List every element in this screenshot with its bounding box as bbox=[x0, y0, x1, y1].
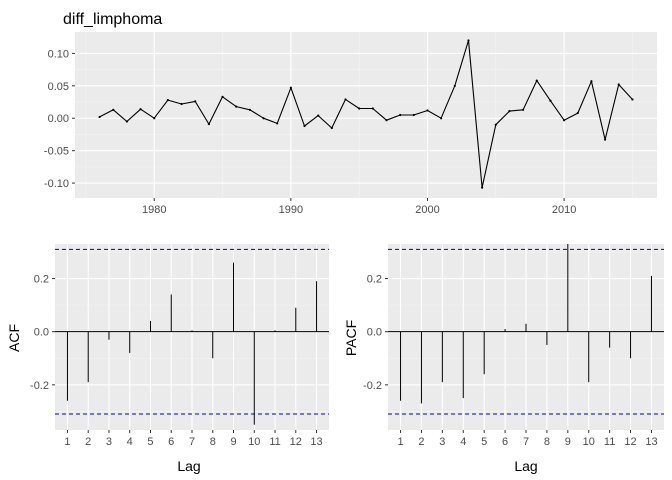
data-point bbox=[617, 83, 620, 86]
acf-lag-tick-label: 11 bbox=[269, 436, 280, 448]
pacf-lag-tick-label: 9 bbox=[565, 436, 571, 448]
acf-lag-tick-label: 9 bbox=[230, 436, 236, 448]
data-point bbox=[412, 113, 415, 117]
pacf-y-tick-label: -0.2 bbox=[363, 380, 382, 392]
data-point bbox=[453, 84, 456, 87]
data-point bbox=[98, 115, 101, 119]
data-point bbox=[153, 117, 156, 120]
data-point bbox=[125, 120, 129, 123]
acf-y-axis-label: ACF bbox=[6, 324, 22, 352]
data-point bbox=[631, 98, 634, 101]
data-point bbox=[481, 186, 484, 189]
data-point bbox=[303, 124, 306, 128]
data-point bbox=[508, 110, 511, 113]
acf-lag-tick-label: 10 bbox=[248, 436, 260, 448]
pacf-lag-tick-label: 10 bbox=[583, 436, 595, 448]
data-point bbox=[399, 113, 402, 117]
pacf-lag-tick-label: 12 bbox=[624, 436, 636, 448]
pacf-lag-tick-label: 11 bbox=[604, 436, 615, 448]
acf-x-axis-label: Lag bbox=[177, 458, 200, 474]
x-tick-label: 2010 bbox=[552, 204, 576, 216]
x-tick-label: 1980 bbox=[142, 204, 166, 216]
data-point bbox=[440, 117, 443, 120]
data-point bbox=[112, 108, 115, 111]
data-point bbox=[576, 111, 579, 115]
pacf-lag-tick-label: 4 bbox=[460, 436, 466, 448]
acf-y-tick-label: 0.2 bbox=[34, 274, 49, 286]
data-point bbox=[207, 122, 210, 126]
y-tick-label: -0.10 bbox=[44, 178, 69, 190]
pacf-y-axis-label: PACF bbox=[343, 320, 359, 356]
data-point bbox=[549, 99, 552, 102]
acf-lag-tick-label: 3 bbox=[106, 436, 112, 448]
data-point bbox=[385, 119, 388, 122]
acf-lag-tick-label: 8 bbox=[210, 436, 216, 448]
pacf-lag-tick-label: 13 bbox=[645, 436, 657, 448]
data-point bbox=[139, 108, 142, 111]
data-point bbox=[562, 119, 566, 122]
acf-lag-tick-label: 13 bbox=[310, 436, 322, 448]
data-point bbox=[358, 107, 361, 110]
acf-plot: 1 2 3 4 5 6 7 8 9 10 11 12 130.20.0-0.2 bbox=[30, 244, 329, 448]
data-point bbox=[590, 80, 593, 83]
data-point bbox=[603, 138, 607, 141]
data-point bbox=[248, 108, 251, 111]
time-series-plot: 1980 1990 2000 2010 0.10 0.05 0.00 -0.05 -0.10 bbox=[44, 32, 657, 216]
data-point bbox=[535, 79, 538, 82]
acf-lag-tick-label: 2 bbox=[85, 436, 91, 448]
data-point bbox=[494, 123, 497, 126]
data-point bbox=[317, 114, 320, 117]
y-tick-label: -0.05 bbox=[44, 146, 69, 158]
pacf-lag-tick-label: 3 bbox=[439, 436, 445, 448]
data-point bbox=[467, 39, 470, 42]
pacf-lag-tick-label: 1 bbox=[397, 436, 403, 448]
x-tick-label: 1990 bbox=[279, 204, 303, 216]
pacf-lag-tick-label: 5 bbox=[481, 436, 487, 448]
acf-lag-tick-label: 1 bbox=[64, 436, 70, 448]
data-point bbox=[371, 107, 374, 110]
y-tick-label: 0.00 bbox=[48, 113, 69, 125]
acf-lag-tick-label: 6 bbox=[168, 436, 174, 448]
time-series-panel bbox=[75, 32, 657, 198]
pacf-lag-tick-label: 2 bbox=[418, 436, 424, 448]
data-point bbox=[330, 126, 333, 130]
acf-y-tick-label: 0.0 bbox=[34, 327, 49, 339]
acf-lag-tick-label: 4 bbox=[127, 436, 133, 448]
acf-y-tick-label: -0.2 bbox=[30, 380, 49, 392]
pacf-lag-tick-label: 7 bbox=[523, 436, 529, 448]
y-tick-label: 0.10 bbox=[48, 48, 69, 60]
data-point bbox=[522, 108, 525, 111]
data-point bbox=[344, 98, 347, 101]
series-line bbox=[99, 39, 633, 189]
data-point bbox=[180, 102, 183, 106]
pacf-plot: 1 2 3 4 5 6 7 8 9 10 11 12 130.20.0-0.2 bbox=[363, 244, 664, 448]
acf-lag-tick-label: 5 bbox=[147, 436, 153, 448]
data-point bbox=[166, 98, 170, 102]
chart-title: diff_limphoma bbox=[63, 11, 162, 28]
data-point bbox=[194, 100, 197, 103]
data-point bbox=[262, 117, 265, 120]
pacf-lag-tick-label: 6 bbox=[502, 436, 508, 448]
pacf-y-tick-label: 0.0 bbox=[367, 327, 382, 339]
data-point bbox=[235, 105, 238, 108]
data-point bbox=[221, 95, 224, 98]
data-point bbox=[289, 86, 292, 89]
y-tick-label: 0.05 bbox=[48, 81, 69, 93]
x-tick-label: 2000 bbox=[415, 204, 439, 216]
acf-lag-tick-label: 12 bbox=[290, 436, 302, 448]
acf-lag-tick-label: 7 bbox=[189, 436, 195, 448]
data-point bbox=[276, 122, 279, 125]
data-point bbox=[426, 109, 429, 112]
pacf-lag-tick-label: 8 bbox=[544, 436, 550, 448]
pacf-x-axis-label: Lag bbox=[514, 458, 537, 474]
pacf-y-tick-label: 0.2 bbox=[367, 274, 382, 286]
